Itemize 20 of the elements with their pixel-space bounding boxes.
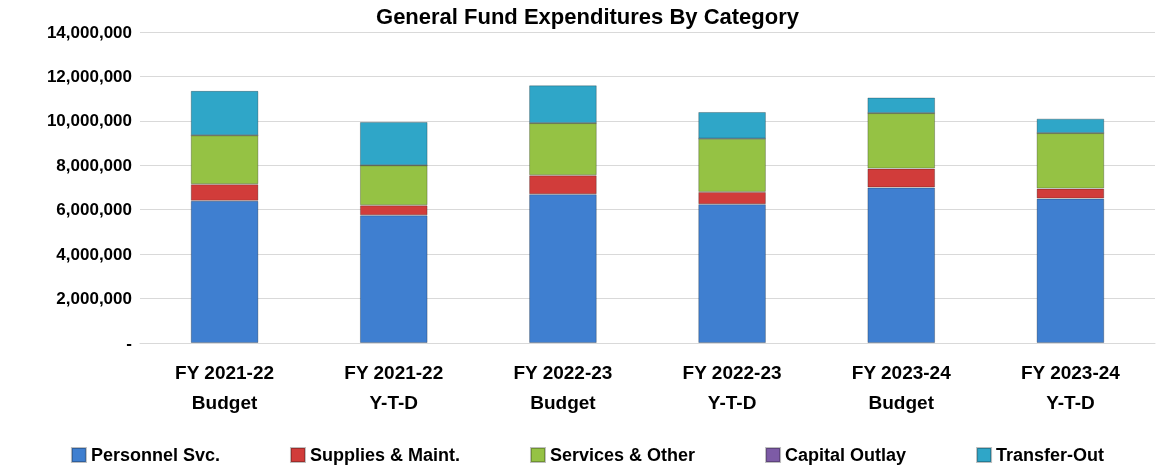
y-tick-label: 8,000,000 [56, 155, 132, 175]
x-tick-label: FY 2022-23 Budget [513, 361, 613, 413]
y-tick-label: 12,000,000 [46, 66, 132, 86]
legend-label: Transfer-Out [996, 445, 1105, 465]
y-tick-label: 6,000,000 [56, 200, 132, 220]
y-tick-label: 2,000,000 [56, 289, 132, 309]
y-tick-label: 10,000,000 [46, 111, 132, 131]
legend-label: Supplies & Maint. [309, 445, 460, 465]
y-tick-label: 14,000,000 [46, 22, 132, 42]
legend-label: Capital Outlay [785, 445, 907, 465]
legend-label: Personnel Svc. [90, 445, 220, 465]
x-tick-label: FY 2022-23 Y-T-D [682, 361, 782, 413]
y-tick-label: 4,000,000 [56, 244, 132, 264]
x-tick-label: FY 2021-22 Y-T-D [344, 361, 444, 413]
x-tick-label: FY 2023-24 Y-T-D [1020, 361, 1121, 413]
y-tick-label: - [126, 333, 132, 353]
x-tick-label: FY 2023-24 Budget [851, 361, 952, 413]
legend-label: Services & Other [549, 445, 696, 465]
chart-title: General Fund Expenditures By Category [376, 3, 800, 29]
x-tick-label: FY 2021-22 Budget [175, 361, 275, 413]
